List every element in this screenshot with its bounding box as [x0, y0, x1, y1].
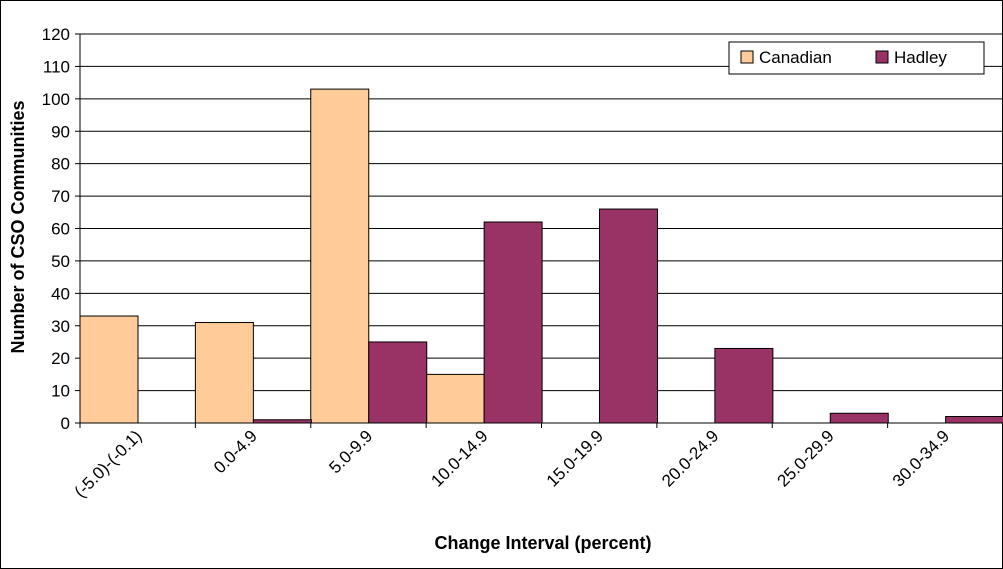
- x-tick-labels: (-5.0)-(-0.1) 0.0-4.9 5.0-9.9 10.0-14.9 15.0…: [71, 426, 954, 501]
- axes: [75, 33, 1003, 428]
- y-tick-label: 10: [51, 382, 70, 401]
- bar-hadley-3: [483, 221, 543, 424]
- y-tick-label: 120: [42, 25, 70, 44]
- bar-hadley-6: [829, 412, 889, 424]
- legend-swatch-hadley: [875, 50, 889, 64]
- x-axis-title: Change Interval (percent): [434, 533, 651, 553]
- legend-swatch-canadian: [740, 50, 754, 64]
- bar-canadian-0: [79, 315, 139, 424]
- x-tick-label: 5.0-9.9: [325, 426, 376, 477]
- y-tick-label: 30: [51, 317, 70, 336]
- legend-label-canadian: Canadian: [759, 48, 832, 67]
- legend-label-hadley: Hadley: [894, 48, 947, 67]
- y-tick-label: 40: [51, 284, 70, 303]
- bars: [79, 88, 1003, 424]
- legend-box: [728, 41, 985, 75]
- y-tick-label: 70: [51, 187, 70, 206]
- x-tick-label: 30.0-34.9: [889, 426, 953, 490]
- y-tick-label: 110: [43, 57, 70, 76]
- x-tick-label: 0.0-4.9: [210, 426, 261, 477]
- bar-canadian-2: [310, 88, 370, 424]
- y-tick-label: 60: [51, 220, 70, 239]
- x-tick-label: 20.0-24.9: [658, 426, 722, 490]
- x-tick-label: (-5.0)-(-0.1): [71, 426, 146, 501]
- y-tick-labels: 0 10 20 30 40 50 60 70 80 90 100 110 120: [42, 25, 70, 433]
- y-tick-label: 100: [42, 90, 70, 109]
- bar-hadley-5: [714, 347, 774, 424]
- x-tick-label: 15.0-19.9: [543, 426, 607, 490]
- y-tick-label: 20: [51, 349, 70, 368]
- y-tick-label: 80: [51, 155, 70, 174]
- x-tick-label: 25.0-29.9: [774, 426, 838, 490]
- y-tick-label: 90: [51, 122, 70, 141]
- legend: Canadian Hadley: [728, 41, 985, 75]
- y-tick-label: 0: [61, 414, 70, 433]
- x-tick-label: 10.0-14.9: [427, 426, 491, 490]
- bar-canadian-3: [425, 373, 485, 424]
- bar-hadley-2: [368, 341, 428, 424]
- bar-hadley-7: [945, 416, 1003, 424]
- bar-hadley-4: [599, 208, 658, 424]
- y-tick-label: 50: [51, 252, 70, 271]
- bar-canadian-1: [194, 322, 254, 424]
- y-axis-title: Number of CSO Communities: [8, 100, 28, 353]
